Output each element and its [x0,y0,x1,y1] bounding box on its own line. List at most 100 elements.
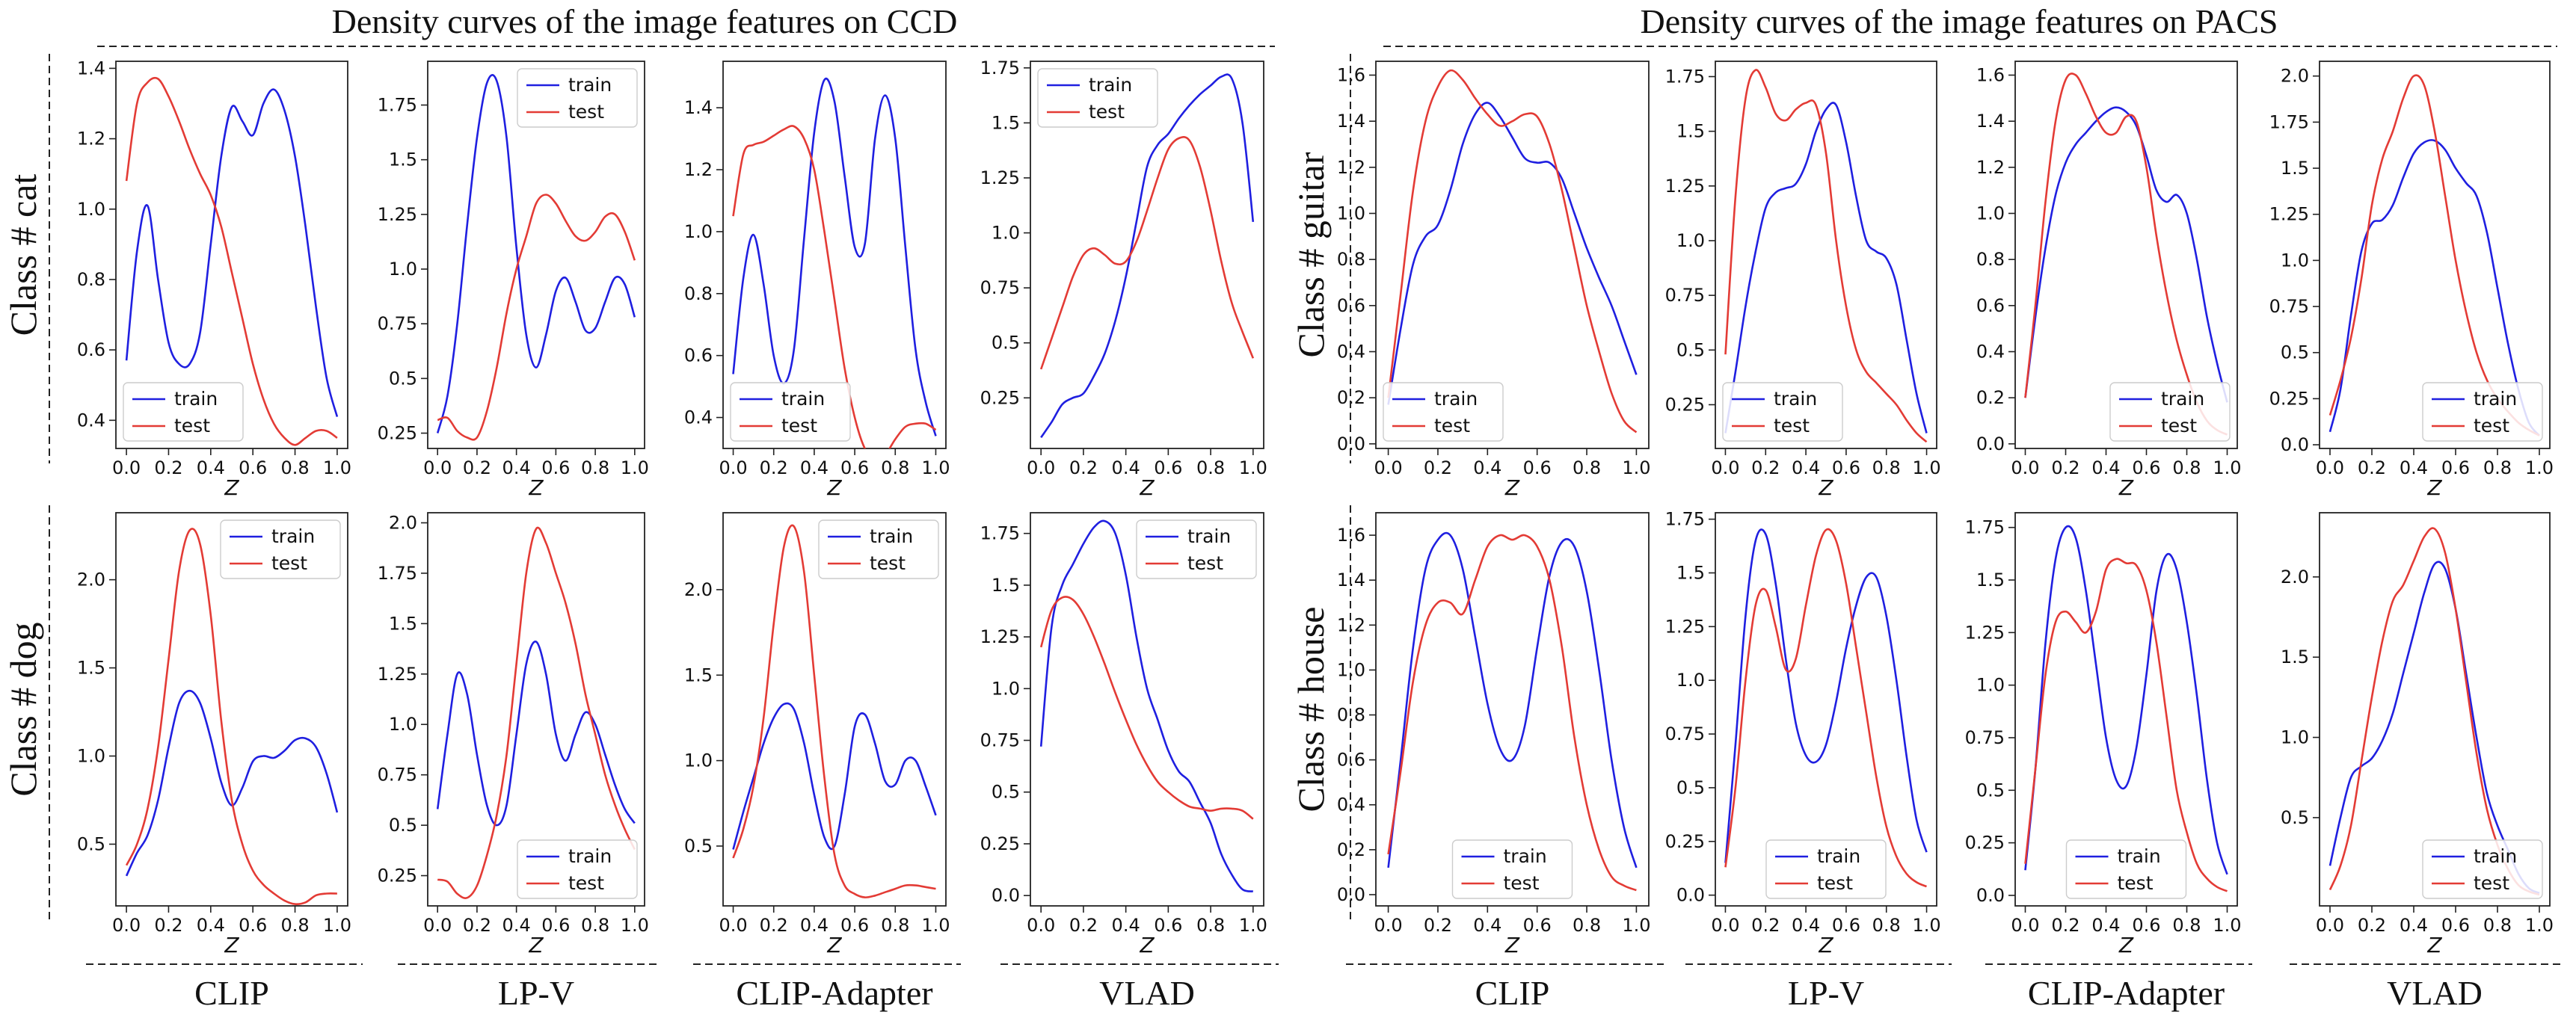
legend: train test [1451,839,1573,899]
legend-label-train: train [870,525,913,547]
x-tick-label: 0.4 [1792,915,1820,936]
y-tick-label: 1.75 [1665,66,1705,87]
x-tick-label: 0.2 [154,915,182,936]
x-axis-label: Z [2118,475,2134,500]
x-tick-label: 0.8 [1872,915,1901,936]
legend-label-train: train [2474,845,2517,867]
density-subplot: 0.0 0.2 0.4 0.6 0.8 1.0 Z 0.25 0.5 0.75 1.0 1.25 1.5… [378,61,649,500]
y-tick-label: 1.2 [77,129,105,149]
density-subplot: 0.0 0.2 0.4 0.6 0.8 1.0 Z 0.0 0.25 0.5 0.75 1.0 1.25… [1665,509,1941,957]
y-tick-label: 2.0 [77,570,105,590]
series-line-test [1387,69,1638,434]
series-line-test [1387,534,1637,892]
y-tick-label: 1.0 [992,223,1020,244]
density-subplot: 0.0 0.2 0.4 0.6 0.8 1.0 Z 0.5 1.0 1.5 2.0 train test [684,512,950,957]
legend: train test [517,68,638,128]
density-subplot: 0.0 0.2 0.4 0.6 0.8 1.0 Z 0.25 0.5 0.75 1.0 1.25 1.5… [378,512,649,957]
x-tick-label: 0.0 [1374,457,1403,478]
y-tick-label: 1.75 [1965,517,2005,538]
x-tick-label: 0.4 [1112,915,1140,936]
legend: train test [730,382,851,442]
x-tick-label: 0.8 [1196,915,1225,936]
legend-label-test: test [870,552,906,574]
series-line-train [1387,531,1638,869]
density-subplot: 0.0 0.2 0.4 0.6 0.8 1.0Z0.40.60.81.01.21.4tra… [77,58,351,500]
y-tick-label: 1.25 [1665,616,1705,637]
x-tick-label: 0.2 [463,457,491,478]
x-tick-label: 0.6 [840,915,869,936]
x-tick-label: 0.6 [541,457,570,478]
x-tick-label: 1.0 [1912,457,1940,478]
legend: train test [2422,382,2543,442]
x-axis-label: Z [1504,933,1520,957]
y-tick-label: 1.0 [389,259,417,280]
y-tick-label: 0.8 [77,269,105,290]
x-tick-label: 0.8 [1573,457,1601,478]
x-tick-label: 1.0 [921,457,950,478]
legend-label-test: test [2161,415,2197,436]
x-tick-label: 0.6 [1832,457,1860,478]
density-subplot: 0.0 0.2 0.4 0.6 0.8 1.0 Z 0.25 0.5 0.75 1.0 1.25 1.5… [980,58,1267,500]
legend-label-train: train [271,525,315,547]
y-tick-label: 1.5 [2281,647,2309,667]
x-tick-label: 0.2 [2358,457,2386,478]
y-tick-label: 0.25 [1665,831,1705,852]
legend-label-test: test [1504,872,1540,894]
x-axis-label: Z [2426,933,2442,957]
x-tick-label: 1.0 [323,457,351,478]
y-tick-label: 0.6 [77,339,105,360]
x-tick-label: 0.0 [423,915,452,936]
legend-label-test: test [1089,101,1125,123]
y-tick-label: 0.4 [77,410,105,431]
series-line-test [2024,558,2228,892]
legend-label-train: train [1187,525,1231,547]
x-tick-label: 0.0 [2316,915,2344,936]
y-tick-label: 1.0 [992,678,1020,699]
y-tick-label: 0.25 [1665,394,1705,415]
y-tick-label: 1.25 [980,167,1020,188]
y-tick-label: 0.75 [980,730,1020,751]
y-tick-label: 0.5 [2281,807,2309,828]
legend-label-train: train [1089,74,1132,96]
legend: train test [123,382,244,442]
x-tick-label: 0.4 [1473,457,1501,478]
y-tick-label: 0.0 [1676,885,1705,906]
y-tick-label: 1.4 [684,97,713,118]
method-label: CLIP-Adapter [2028,974,2225,1012]
y-tick-label: 1.5 [1976,570,2005,590]
x-tick-label: 0.4 [2091,457,2120,478]
y-tick-label: 0.4 [1976,342,2005,363]
y-tick-label: 1.25 [378,204,417,225]
y-tick-label: 1.75 [2269,111,2309,132]
x-axis-label: Z [1139,475,1155,500]
y-tick-label: 0.5 [1976,780,2005,800]
x-tick-label: 0.2 [2358,915,2386,936]
legend: train test [2422,839,2543,899]
y-tick-label: 0.5 [77,833,105,854]
x-axis-label: Z [826,933,842,957]
x-axis-label: Z [2426,475,2442,500]
series-line-test [1724,69,1928,443]
x-tick-label: 0.0 [1711,915,1739,936]
y-tick-label: 0.75 [1665,724,1705,744]
x-tick-label: 0.6 [2441,457,2470,478]
y-tick-label: 1.75 [980,523,1020,544]
x-axis-label: Z [224,933,239,957]
x-tick-label: 0.8 [2483,915,2512,936]
legend: train test [1722,382,1843,442]
y-tick-label: 0.0 [992,885,1020,906]
y-tick-label: 1.5 [992,112,1020,133]
x-tick-label: 0.2 [2051,915,2079,936]
method-label: VLAD [1099,974,1195,1012]
legend-label-test: test [174,415,210,436]
series-line-train [125,88,339,417]
panel-title: Density curves of the image features on … [332,2,958,40]
density-subplot: 0.00.20.40.60.81.0Z0.00.20.40.60.81.01.2… [1337,61,1650,500]
y-tick-label: 0.75 [1965,727,2005,748]
series-line-train [1387,102,1638,405]
x-tick-label: 0.8 [2172,457,2201,478]
y-tick-label: 0.25 [980,833,1020,854]
method-label: CLIP-Adapter [736,974,932,1012]
y-tick-label: 1.0 [77,199,105,220]
y-tick-label: 1.25 [378,664,417,685]
